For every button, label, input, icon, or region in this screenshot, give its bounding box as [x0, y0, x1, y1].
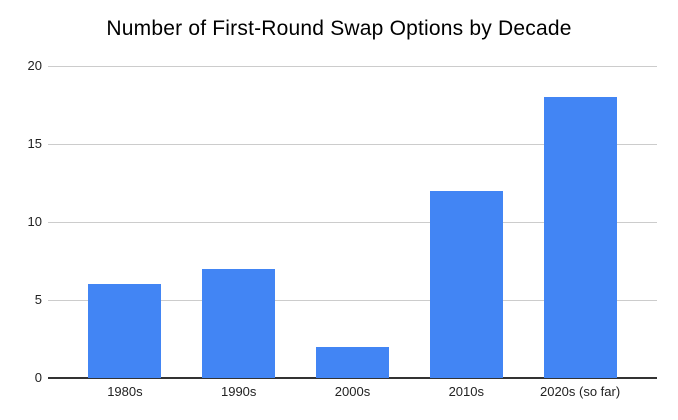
bar-slot	[68, 66, 182, 378]
gridline	[48, 144, 657, 145]
x-tick-label: 2010s	[448, 384, 484, 399]
gridline	[48, 300, 657, 301]
chart-title: Number of First-Round Swap Options by De…	[106, 17, 572, 40]
bar-2000s	[315, 346, 389, 378]
bar-1990s	[202, 268, 276, 378]
y-tick-label: 5	[34, 292, 42, 307]
bar-slot	[523, 66, 637, 378]
y-tick-label: 15	[27, 136, 42, 151]
y-tick-label: 10	[27, 214, 42, 229]
y-axis: 0 5 10 15 20	[0, 0, 42, 420]
x-tick-label: 1990s	[220, 384, 257, 399]
y-tick-label: 20	[27, 58, 42, 73]
bar-2020s (so far)	[543, 97, 617, 378]
bar-slot	[409, 66, 523, 378]
bar-slot	[296, 66, 410, 378]
bars-row	[48, 66, 657, 378]
bar-2010s	[429, 190, 503, 378]
x-tick-label: 2020s (so far)	[539, 384, 621, 399]
bar-1980s	[88, 284, 162, 378]
x-axis-baseline	[48, 377, 657, 379]
x-tick-label: 1980s	[107, 384, 143, 399]
x-tick-label: 2000s	[334, 384, 371, 399]
plot-area	[48, 66, 657, 379]
x-axis: 1980s 1990s 2000s 2010s 2020s (so far)	[48, 384, 657, 399]
gridline	[48, 66, 657, 67]
gridline	[48, 222, 657, 223]
bar-slot	[182, 66, 296, 378]
y-tick-label: 0	[34, 370, 42, 385]
